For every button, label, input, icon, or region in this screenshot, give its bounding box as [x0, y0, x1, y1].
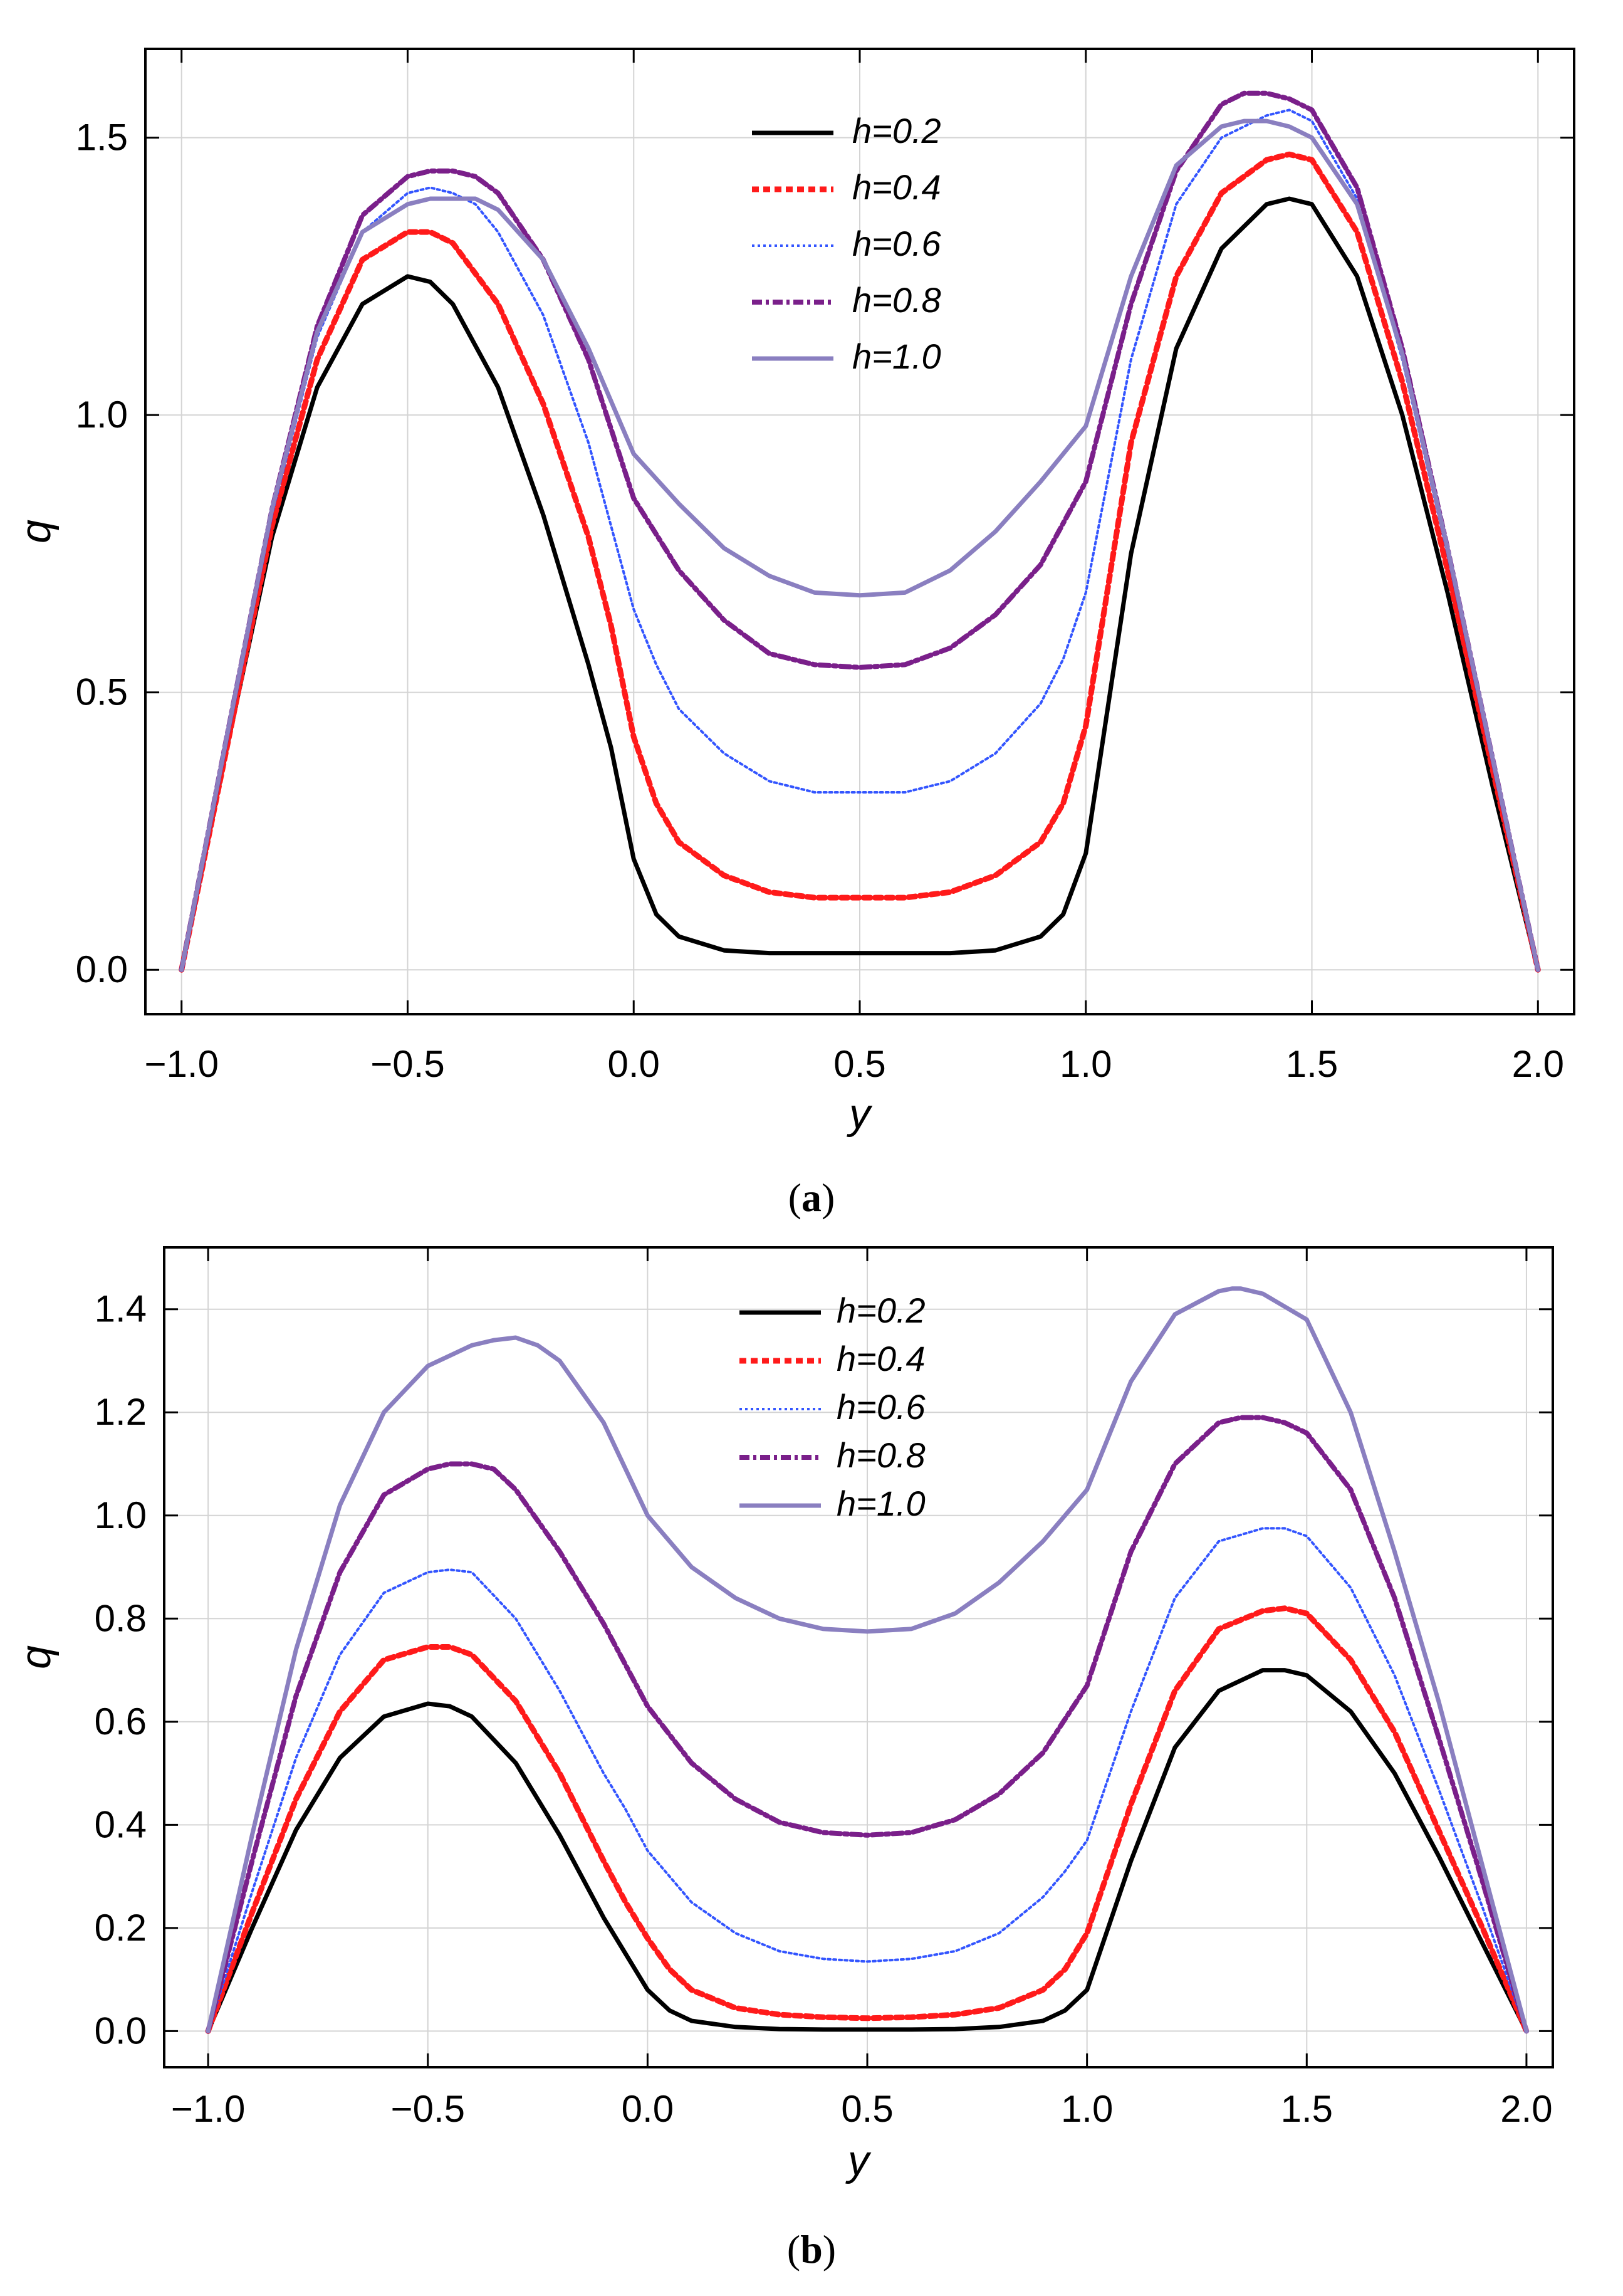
x-axis-label: y	[845, 2137, 872, 2184]
y-tick-label-7: 1.4	[95, 1288, 147, 1330]
series-line-h=0.8	[179, 90, 1541, 973]
legend-label-h=1.0: h=1.0	[852, 337, 941, 376]
y-tick-label-1: 0.2	[95, 1907, 147, 1949]
y-tick-label-3: 1.5	[76, 117, 128, 159]
legend-label-h=0.6: h=0.6	[852, 224, 942, 263]
y-tick-label-2: 0.4	[95, 1803, 147, 1845]
x-tick-label-1: −0.5	[391, 2088, 465, 2130]
legend-label-h=0.2: h=0.2	[852, 111, 941, 150]
x-tick-label-4: 1.0	[1060, 1043, 1112, 1085]
y-tick-label-2: 1.0	[76, 394, 128, 436]
series-line-h=0.2	[206, 1668, 1529, 2033]
chart-panel-a: (a) −1.0 −0.5 0.0 0.5 1.0 1.5 2.0 0.0 0.5 1.0 1.5 y…	[12, 48, 1575, 1220]
x-tick-label-0: −1.0	[171, 2088, 245, 2130]
series-line-h=1.0	[179, 118, 1540, 972]
y-tick-label-0: 0.0	[76, 948, 128, 990]
chart-panel-b: (b) −1.0 −0.5 0.0 0.5 1.0 1.5 2.0 0.0 0.2 0.4 0.6 0…	[12, 1246, 1554, 2272]
y-tick-label-5: 1.0	[95, 1494, 147, 1536]
legend-label-h=0.6: h=0.6	[837, 1387, 926, 1427]
series-line-h=0.4	[205, 1605, 1530, 2034]
series-line-h=1.0	[206, 1286, 1529, 2033]
x-tick-label-5: 1.5	[1281, 2088, 1333, 2130]
x-tick-label-6: 2.0	[1512, 1043, 1564, 1085]
x-tick-label-3: 0.5	[833, 1043, 885, 1085]
caption-a: (a)	[788, 1175, 835, 1220]
y-tick-label-4: 0.8	[95, 1597, 147, 1639]
series-line-h=0.8	[206, 1415, 1529, 2034]
y-axis-label: q	[12, 1645, 60, 1669]
x-tick-label-6: 2.0	[1500, 2088, 1552, 2130]
plot-frame	[163, 1246, 1554, 2068]
x-tick-label-2: 0.0	[622, 2088, 674, 2130]
x-tick-label-0: −1.0	[144, 1043, 218, 1085]
y-tick-label-1: 0.5	[76, 671, 128, 713]
x-tick-label-1: −0.5	[370, 1043, 444, 1085]
x-tick-label-3: 0.5	[841, 2088, 893, 2130]
series-line-h=0.2	[179, 196, 1540, 972]
y-axis-label: q	[12, 520, 60, 543]
legend-label-h=0.4: h=0.4	[837, 1339, 926, 1378]
y-tick-label-6: 1.2	[95, 1391, 147, 1433]
x-tick-label-2: 0.0	[608, 1043, 660, 1085]
legend-label-h=0.8: h=0.8	[837, 1435, 926, 1475]
caption-b: (b)	[787, 2227, 836, 2272]
legend-label-h=1.0: h=1.0	[837, 1484, 926, 1523]
x-axis-label: y	[847, 1090, 873, 1138]
series-line-h=0.4	[179, 151, 1541, 973]
x-tick-label-5: 1.5	[1286, 1043, 1338, 1085]
y-tick-label-3: 0.6	[95, 1701, 147, 1743]
legend: h=0.2 h=0.4 h=0.6 h=0.8 h=1.0	[739, 1291, 926, 1523]
legend: h=0.2 h=0.4 h=0.6 h=0.8 h=1.0	[752, 111, 942, 376]
legend-label-h=0.2: h=0.2	[837, 1291, 926, 1330]
legend-label-h=0.4: h=0.4	[852, 167, 941, 207]
legend-label-h=0.8: h=0.8	[852, 280, 941, 320]
series-line-h=0.6	[180, 108, 1540, 972]
y-tick-label-0: 0.0	[95, 2010, 147, 2052]
x-tick-label-4: 1.0	[1061, 2088, 1113, 2130]
series-line-h=0.6	[207, 1527, 1528, 2033]
